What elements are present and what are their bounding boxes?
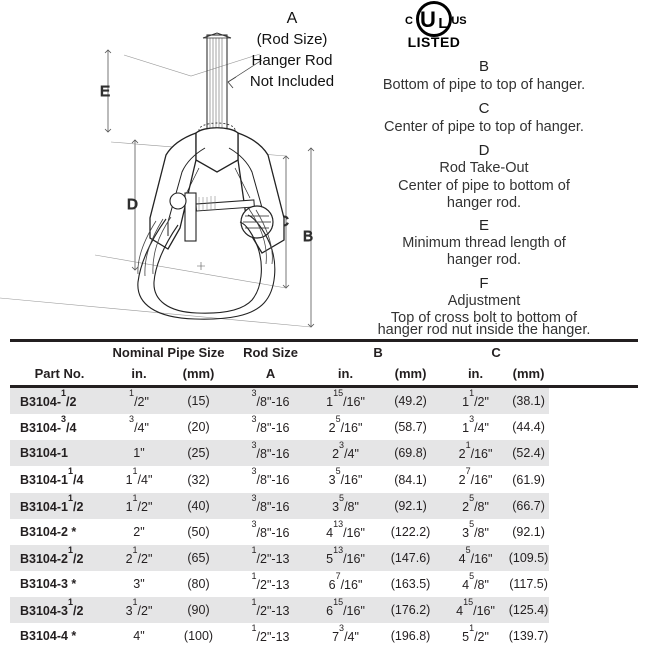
svg-text:Bottom of pipe to top of hange: Bottom of pipe to top of hanger.: [383, 77, 585, 93]
svg-text:F: F: [479, 275, 488, 292]
svg-text:L: L: [438, 15, 447, 32]
svg-text:(Rod Size): (Rod Size): [257, 31, 328, 48]
svg-text:US: US: [451, 15, 466, 27]
svg-text:hanger rod.: hanger rod.: [447, 195, 521, 211]
svg-text:Rod Take-Out: Rod Take-Out: [439, 160, 528, 176]
svg-text:Adjustment: Adjustment: [448, 293, 521, 309]
svg-text:D: D: [127, 196, 138, 213]
svg-text:C: C: [479, 100, 490, 117]
svg-text:Hanger Rod: Hanger Rod: [252, 52, 333, 69]
svg-text:Not Included: Not Included: [250, 73, 334, 90]
svg-text:B: B: [479, 58, 489, 75]
svg-text:C: C: [405, 15, 413, 27]
svg-text:hanger rod.: hanger rod.: [447, 252, 521, 268]
svg-text:Center of pipe to top of hange: Center of pipe to top of hanger.: [384, 119, 584, 135]
svg-text:Minimum thread length of: Minimum thread length of: [402, 235, 567, 251]
svg-text:D: D: [479, 142, 490, 159]
svg-text:A: A: [287, 10, 298, 27]
svg-text:B: B: [303, 228, 313, 245]
svg-text:E: E: [479, 217, 489, 234]
svg-text:E: E: [100, 83, 110, 100]
svg-text:Center of pipe to bottom of: Center of pipe to bottom of: [398, 178, 571, 194]
svg-text:U: U: [420, 7, 436, 32]
svg-text:LISTED: LISTED: [408, 34, 461, 50]
